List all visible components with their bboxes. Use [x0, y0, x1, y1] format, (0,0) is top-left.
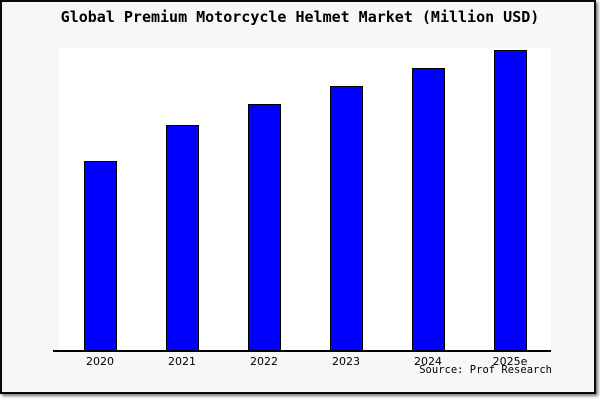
bar-column-2022: [223, 48, 305, 351]
bar-column-2024: [387, 48, 469, 351]
plot-area: [59, 48, 551, 351]
bar-2023: [329, 86, 363, 351]
bar-column-2025e: [469, 48, 551, 351]
x-axis-labels: 2020 2021 2022 2023 2024 2025e: [59, 355, 551, 368]
bars-row: [59, 48, 551, 351]
x-axis-line: [53, 350, 551, 352]
x-tick-label-2020: 2020: [86, 355, 114, 368]
bar-2021: [165, 125, 199, 351]
bar-2024: [411, 68, 445, 351]
x-tick-label-2025e: 2025e: [492, 355, 528, 368]
x-tick-label-2022: 2022: [250, 355, 278, 368]
bar-2022: [247, 104, 281, 351]
source-credit: Source: Prof Research: [419, 364, 552, 376]
bar-column-2020: [59, 48, 141, 351]
x-tick-label-2024: 2024: [414, 355, 442, 368]
bar-2025e: [493, 50, 527, 351]
bar-column-2021: [141, 48, 223, 351]
chart-title: Global Premium Motorcycle Helmet Market …: [60, 8, 540, 26]
bar-column-2023: [305, 48, 387, 351]
x-tick-label-2023: 2023: [332, 355, 360, 368]
bar-2020: [83, 161, 117, 351]
x-tick-label-2021: 2021: [168, 355, 196, 368]
